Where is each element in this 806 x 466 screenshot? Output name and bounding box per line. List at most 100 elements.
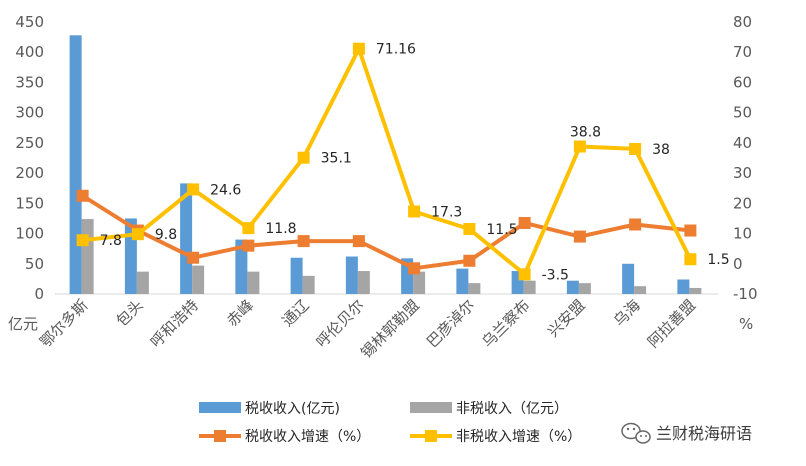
tax-growth-point	[76, 189, 89, 202]
axes: 0 50 100 150 200 250 300 350 400 450 -10 0 10 20 30 40…	[8, 13, 758, 362]
tax-revenue-bar	[235, 239, 248, 294]
nontax-revenue-bar	[523, 280, 536, 294]
tax-growth-point	[352, 235, 365, 248]
left-tick-label: 450	[15, 13, 44, 31]
tax-revenue-bar	[677, 279, 690, 294]
category-label: 乌兰察布	[478, 296, 533, 351]
left-tick-label: 50	[25, 255, 44, 273]
data-label: 11.8	[265, 221, 296, 237]
category-label: 呼和浩特	[147, 296, 202, 351]
tax-growth-point	[684, 224, 697, 237]
left-tick-label: 250	[15, 134, 44, 152]
nontax-revenue-bar	[247, 271, 260, 294]
nontax-growth-line	[82, 46, 693, 277]
nontax-revenue-bar	[81, 219, 94, 294]
left-axis-unit: 亿元	[8, 315, 38, 333]
tax-growth-point	[573, 230, 586, 243]
legend: 税收收入(亿元) 非税收入（亿元） 税收收入增速（%） 非税收入增速（%）	[199, 401, 581, 445]
data-label: 38.8	[570, 125, 601, 141]
right-tick-label: 70	[733, 43, 752, 61]
legend-label-nontax: 非税收入（亿元）	[456, 401, 568, 417]
tax-revenue-bar	[290, 257, 303, 294]
nontax-revenue-bar	[689, 287, 702, 294]
legend-swatch-tax	[199, 402, 241, 413]
data-label: -3.5	[542, 267, 569, 283]
legend-marker	[214, 430, 226, 442]
data-label: 9.8	[155, 227, 177, 243]
data-labels: 7.8 9.8 24.6 11.8 35.1 71.16 17.3 11.5 -3.5 38.8 3…	[100, 42, 730, 284]
left-tick-label: 100	[15, 225, 44, 243]
tax-revenue-bar	[180, 183, 193, 294]
nontax-revenue-bar	[578, 283, 591, 294]
right-tick-label: 30	[733, 164, 752, 182]
right-tick-label: 80	[733, 13, 752, 31]
watermark: 兰财税海研语	[621, 422, 752, 444]
right-tick-label: 60	[733, 73, 752, 91]
tax-growth-point	[242, 239, 255, 252]
nontax-revenue-bar	[302, 275, 315, 294]
nontax-growth-point	[573, 140, 586, 153]
nontax-revenue-bar	[413, 271, 426, 294]
tax-revenue-bar	[566, 280, 579, 294]
right-tick-label: 40	[733, 134, 752, 152]
nontax-growth-point	[629, 142, 642, 155]
nontax-revenue-bar	[634, 286, 647, 294]
data-label: 38	[652, 142, 670, 158]
legend-marker	[425, 430, 437, 442]
nontax-revenue-bar	[357, 271, 370, 294]
right-axis-unit: %	[739, 315, 753, 333]
tax-revenue-bar	[622, 263, 635, 294]
category-label: 呼伦贝尔	[313, 296, 368, 351]
data-label: 35.1	[321, 151, 352, 167]
tax-growth-point	[297, 235, 310, 248]
legend-swatch-nontax	[410, 402, 452, 413]
tax-growth-point	[408, 262, 421, 275]
right-axis-ticks: -10 0 10 20 30 40 50 60 70 80	[733, 13, 758, 303]
nontax-growth-point	[187, 183, 200, 196]
left-tick-label: 200	[15, 164, 44, 182]
tax-growth-point	[629, 218, 642, 231]
legend-swatch-tax-growth	[199, 430, 241, 442]
nontax-revenue-bar	[136, 271, 149, 294]
tax-growth-point	[463, 254, 476, 267]
data-label: 1.5	[707, 252, 729, 268]
category-label: 通辽	[279, 296, 313, 330]
left-axis-ticks: 0 50 100 150 200 250 300 350 400 450	[15, 13, 44, 303]
nontax-growth-point	[684, 253, 697, 266]
nontax-growth-point	[131, 228, 144, 241]
right-tick-label: 20	[733, 194, 752, 212]
nontax-growth-point	[463, 223, 476, 236]
legend-label-nontax-growth: 非税收入增速（%）	[456, 429, 581, 445]
left-tick-label: 400	[15, 43, 44, 61]
nontax-growth-point	[76, 234, 89, 247]
nontax-revenue-bar	[192, 265, 205, 294]
category-label: 巴彦淖尔	[423, 296, 478, 351]
tax-growth-point	[518, 216, 531, 229]
nontax-growth-point	[297, 151, 310, 164]
category-label: 鄂尔多斯	[36, 296, 91, 351]
nontax-growth-point	[408, 205, 421, 218]
legend-label-tax-growth: 税收收入增速（%）	[245, 429, 370, 445]
data-label: 71.16	[376, 42, 416, 58]
data-label: 17.3	[431, 204, 462, 220]
right-tick-label: 10	[733, 225, 752, 243]
lines	[76, 42, 697, 281]
nontax-growth-point	[518, 268, 531, 281]
data-label: 7.8	[100, 233, 122, 249]
data-label: 24.6	[210, 182, 241, 198]
category-label: 阿拉善盟	[644, 296, 699, 351]
wechat-icon	[621, 422, 651, 444]
left-tick-label: 0	[34, 285, 44, 303]
right-tick-label: 50	[733, 104, 752, 122]
category-label: 乌海	[610, 296, 644, 330]
tax-growth-line	[81, 194, 691, 271]
watermark-text: 兰财税海研语	[656, 424, 752, 443]
category-label: 赤峰	[223, 296, 257, 330]
category-label: 兴安盟	[544, 296, 589, 341]
tax-revenue-bar	[69, 35, 82, 294]
right-tick-label: 0	[733, 255, 743, 273]
nontax-growth-point	[352, 42, 365, 55]
left-tick-label: 150	[15, 194, 44, 212]
